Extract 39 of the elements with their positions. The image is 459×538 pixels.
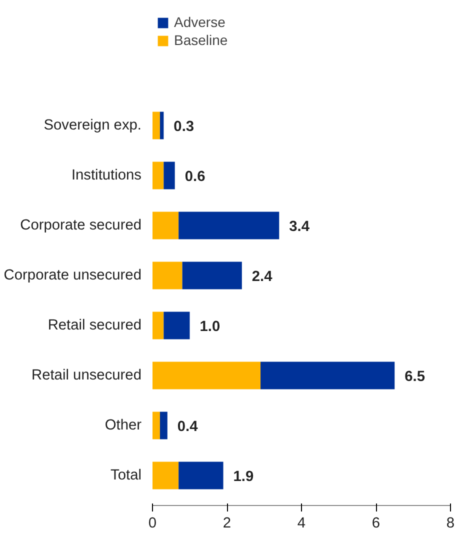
y-tick-label: Institutions [71,168,142,184]
total-label: 2.4 [252,269,274,285]
bar [152,362,261,390]
y-tick-label: Corporate secured [20,218,142,234]
x-tick-label: 2 [222,516,232,532]
total-label: 6.5 [404,369,425,385]
total-label: 3.4 [289,219,310,235]
x-tick-label: 0 [148,516,157,532]
x-tick-label: 8 [446,516,455,532]
y-tick-label: Retail secured [48,318,142,334]
bar [164,162,175,190]
bar [160,112,164,140]
bar [152,112,160,140]
total-label: 1.0 [200,319,220,335]
y-tick-label: Corporate unsecured [4,268,142,284]
total-label: 0.6 [184,169,206,185]
total-label: 0.4 [177,419,199,435]
bar [260,362,395,390]
bar [152,312,164,340]
total-label: 0.3 [174,119,194,135]
bar [182,262,242,290]
total-label: 1.9 [233,469,254,485]
legend-label: Baseline [174,32,228,48]
y-tick-label: Sovereign exp. [44,118,142,134]
bar [152,412,160,440]
bar [164,312,190,340]
bar [160,412,168,440]
x-tick-label: 6 [372,516,380,532]
bar [152,462,179,490]
y-tick-label: Retail unsecured [32,368,142,384]
legend-label: Adverse [174,14,226,30]
bar [152,162,164,190]
bar [178,462,224,490]
x-tick-label: 4 [297,516,306,532]
bar [152,262,182,290]
bar [152,212,179,240]
y-tick-label: Total [110,468,142,484]
y-tick-label: Other [104,418,142,434]
bar [178,212,280,240]
